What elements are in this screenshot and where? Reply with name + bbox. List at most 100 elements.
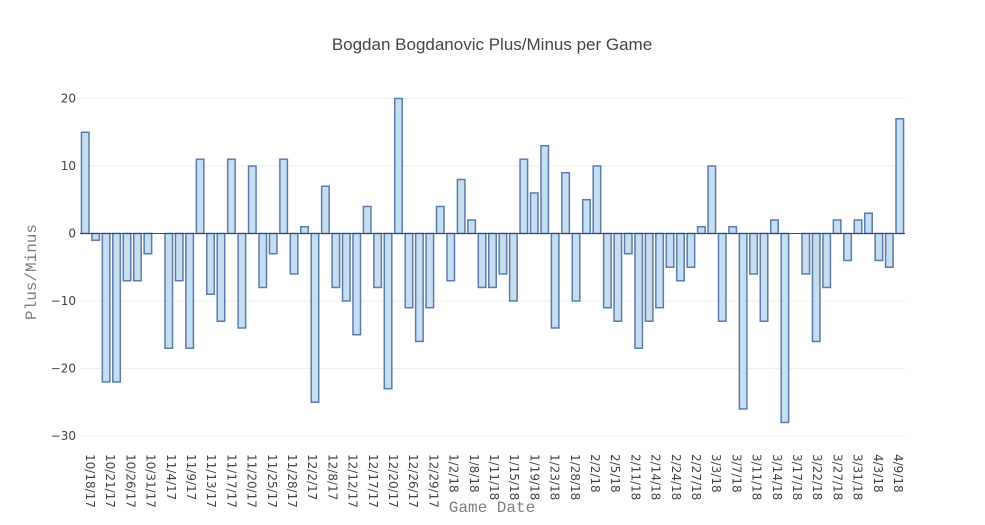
bar [717,232,727,322]
x-tick-label: 11/13/17 [204,454,218,508]
bar [362,205,372,235]
bar [853,219,863,235]
bar [425,232,435,309]
x-tick-label: 3/27/18 [830,454,844,500]
bar [279,158,289,235]
x-tick-label: 1/15/18 [507,454,521,500]
bar [195,158,205,235]
x-tick-label: 2/11/18 [628,454,642,500]
bar [320,185,330,235]
bar [581,198,591,235]
y-tick-label: 0 [68,226,76,240]
x-tick-label: 11/17/17 [224,454,238,508]
bar [644,232,654,322]
y-tick-label: −20 [51,361,76,375]
bar [696,225,706,235]
bar [226,158,236,235]
x-tick-label: 12/17/17 [366,454,380,508]
bar [164,232,174,349]
bar [352,232,362,336]
x-tick-label: 1/28/18 [568,454,582,500]
bar [268,232,278,255]
bar [686,232,696,268]
bar [707,165,717,235]
bar [728,225,738,235]
bar [529,192,539,235]
bars [80,97,905,424]
bar [101,232,111,383]
bar [811,232,821,343]
bar [602,232,612,309]
bar [540,144,550,235]
x-tick-label: 1/2/18 [447,454,461,493]
y-axis-title: Plus/Minus [23,224,41,320]
x-tick-label: 12/20/17 [386,454,400,508]
x-tick-label: 3/7/18 [729,454,743,493]
x-axis-title: Game Date [449,499,535,517]
bar [404,232,414,309]
bar [394,97,404,235]
bar [456,178,466,235]
bar [122,232,132,282]
bar [498,232,508,275]
x-tick-label: 11/4/17 [164,454,178,500]
bar [561,171,571,235]
bar [414,232,424,343]
bar [895,117,905,235]
x-tick-label: 1/8/18 [467,454,481,493]
y-tick-labels: −30 −20 −10 0 10 20 [51,91,76,442]
x-tick-label: 2/2/18 [588,454,602,493]
bar [477,232,487,289]
x-tick-label: 3/3/18 [709,454,723,493]
x-tick-label: 12/12/17 [346,454,360,508]
bar [373,232,383,289]
bar [675,232,685,282]
bar [216,232,226,322]
x-tick-label: 10/21/17 [103,454,117,508]
x-tick-label: 3/31/18 [851,454,865,500]
bar [383,232,393,390]
bar [112,232,122,383]
bar [884,232,894,268]
x-tick-label: 12/29/17 [426,454,440,508]
x-tick-label: 12/2/17 [305,454,319,500]
bar [592,165,602,235]
x-tick-label: 3/22/18 [810,454,824,500]
bar [237,232,247,329]
bar [863,212,873,235]
bar [655,232,665,309]
bar [634,232,644,349]
bar [446,232,456,282]
bar [874,232,884,262]
bar [508,232,518,302]
bar [185,232,195,349]
x-tick-label: 2/14/18 [649,454,663,500]
bar [80,131,90,235]
bar [300,225,310,235]
x-tick-label: 2/27/18 [689,454,703,500]
bar [341,232,351,302]
x-tick-labels: 10/18/17 10/21/17 10/26/17 10/31/17 11/4/17 1… [83,454,905,508]
bar [665,232,675,268]
bar [822,232,832,289]
x-tick-label: 4/3/18 [871,454,885,493]
bar [289,232,299,275]
x-tick-label: 4/9/18 [891,454,905,493]
y-tick-label: −30 [51,429,76,443]
bar [174,232,184,282]
bar [310,232,320,403]
bar [613,232,623,322]
y-tick-label: 20 [61,91,76,105]
bar [571,232,581,302]
x-tick-label: 10/26/17 [123,454,137,508]
bar [331,232,341,289]
x-tick-label: 11/9/17 [184,454,198,500]
bar [487,232,498,289]
x-tick-label: 11/20/17 [245,454,259,508]
x-tick-label: 2/24/18 [669,454,683,500]
y-tick-label: 10 [61,159,76,173]
x-tick-label: 1/23/18 [548,454,562,500]
bar [435,205,445,235]
bar [247,165,257,235]
